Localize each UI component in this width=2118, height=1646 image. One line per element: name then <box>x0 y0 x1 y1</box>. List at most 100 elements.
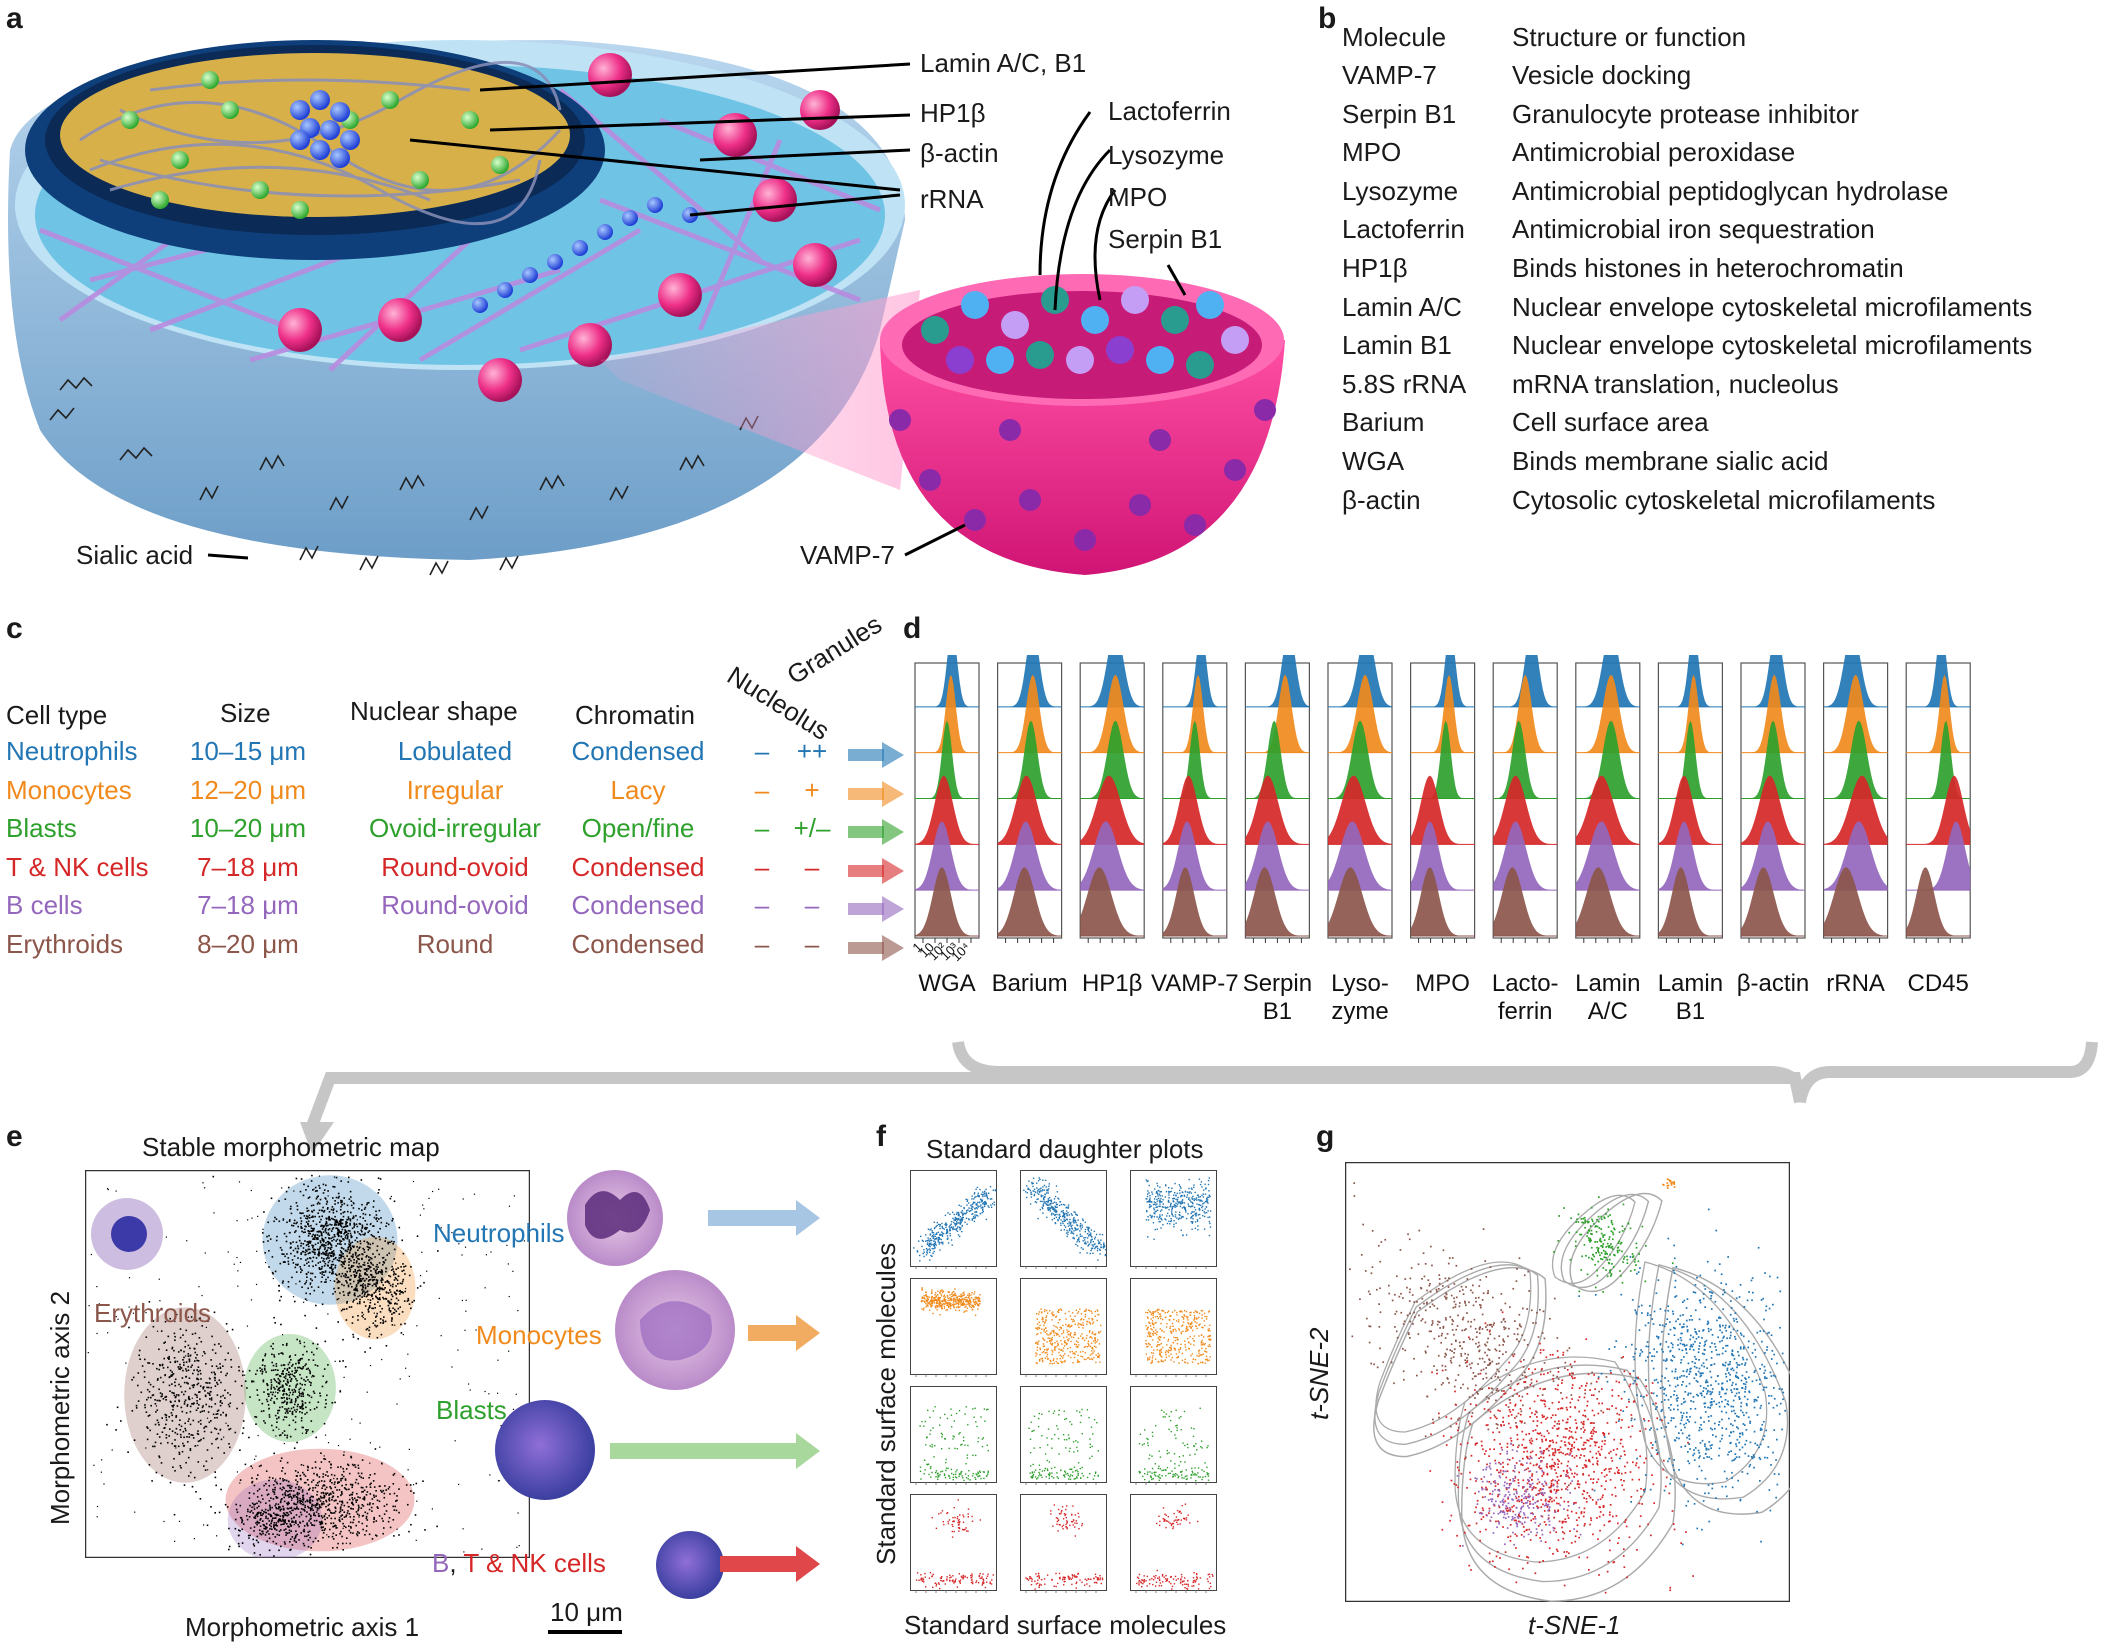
table-molecule: MPO <box>1342 137 1402 168</box>
histogram-5: Lyso-zyme <box>1327 655 1393 1025</box>
histogram-curve <box>997 821 1062 891</box>
histogram-curve <box>1410 720 1475 799</box>
scatter-points <box>87 1174 526 1557</box>
histogram-curve <box>1906 674 1971 753</box>
nuclear-shape: Round-ovoid <box>381 890 529 920</box>
histogram-curve <box>1493 775 1558 845</box>
histogram-curve <box>1658 720 1723 799</box>
connector-arrow <box>300 1040 2098 1154</box>
panel-f-ylabel: Standard surface molecules <box>871 1242 901 1565</box>
label-lysozyme: Lysozyme <box>1108 140 1225 170</box>
histogram-curve <box>1328 720 1392 799</box>
histogram-curve <box>1658 775 1723 845</box>
histogram-curve <box>1906 655 1971 707</box>
nuclear-shape: Lobulated <box>397 736 513 766</box>
chromatin: Open/fine <box>581 813 695 843</box>
tsne-cluster <box>1429 1311 1694 1594</box>
histogram-4: Serpin B1 <box>1243 655 1312 1025</box>
histogram-curve <box>1823 674 1888 753</box>
daughter-plot <box>910 1170 997 1269</box>
histogram-curve <box>1658 674 1723 753</box>
histogram-curve <box>1245 867 1310 936</box>
panel-label-f: f <box>876 1120 886 1153</box>
table-molecule: Lysozyme <box>1342 175 1459 206</box>
marker-label: CD45 <box>1908 970 1969 997</box>
histogram-3: VAMP-7 <box>1151 655 1239 997</box>
histogram-curve <box>915 867 979 936</box>
cell-illustration <box>8 40 1285 576</box>
daughter-plot <box>1020 1494 1107 1593</box>
table-function: Cytosolic cytoskeletal microfilaments <box>1512 484 1936 515</box>
histogram-curve <box>997 867 1062 936</box>
granules: ++ <box>796 736 828 766</box>
panel-g-xlabel: t-SNE-1 <box>1528 1610 1621 1640</box>
chromatin: Condensed <box>571 851 705 882</box>
table-molecule: HP1β <box>1342 253 1408 283</box>
histogram-curve <box>1575 775 1640 845</box>
histogram-curve <box>1741 775 1805 845</box>
histogram-curve <box>1245 655 1310 707</box>
histogram-curve <box>1080 674 1145 753</box>
table-molecule: WGA <box>1342 446 1405 476</box>
cell-type-arrow <box>848 780 904 812</box>
histogram-curve <box>1906 821 1971 891</box>
granules: +/– <box>793 813 831 843</box>
marker-label: Lamin A/C <box>1575 970 1640 1025</box>
histogram-curve <box>1328 867 1392 936</box>
label-neutrophils: Neutrophils <box>433 1218 565 1248</box>
histogram-11: rRNA <box>1822 655 1889 997</box>
table-header-function: Structure or function <box>1512 22 1747 52</box>
cell-type: Blasts <box>6 813 77 843</box>
granules: – <box>804 890 820 920</box>
histogram-curve <box>1906 867 1971 936</box>
marker-label: MPO <box>1415 970 1470 997</box>
histogram-curve <box>1245 674 1310 753</box>
table-molecule: β-actin <box>1342 484 1421 515</box>
cell-type: Neutrophils <box>6 736 138 766</box>
histogram-curve <box>997 720 1062 799</box>
cell-type-arrow <box>848 896 904 927</box>
histogram-curve <box>1328 775 1392 845</box>
histogram-10: β-actin <box>1737 655 1809 997</box>
histogram-curve <box>1080 720 1145 799</box>
histogram-curve <box>997 655 1062 707</box>
table-molecule: Serpin B1 <box>1342 98 1457 129</box>
cell-size: 7–18 μm <box>197 890 299 920</box>
header-cell-type: Cell type <box>6 700 108 730</box>
nucleolus: – <box>754 736 770 766</box>
table-function: Nuclear envelope cytoskeletal microfilam… <box>1512 330 2033 361</box>
histogram-curve <box>1575 821 1640 891</box>
histogram-curve <box>1658 821 1723 891</box>
panel-label-e: e <box>6 1120 23 1153</box>
cell-type: B cells <box>6 890 83 920</box>
label-sialic-acid: Sialic acid <box>76 540 194 570</box>
marker-label: Lacto-ferrin <box>1492 970 1559 1025</box>
panel-e-title: Stable morphometric map <box>142 1132 440 1162</box>
histogram-curve <box>1245 775 1310 845</box>
histogram-curve <box>1162 821 1227 891</box>
panel-f-title: Standard daughter plots <box>926 1134 1204 1164</box>
tsne-cluster <box>1578 1208 1786 1546</box>
tsne-plot <box>1345 1162 1790 1602</box>
histogram-curve <box>1741 674 1805 753</box>
table-function: Antimicrobial iron sequestration <box>1512 214 1875 245</box>
label-vamp7: VAMP-7 <box>800 540 895 570</box>
histogram-curve <box>1080 867 1145 936</box>
scale-bar-label: 10 μm <box>550 1597 623 1627</box>
histogram-curve <box>1162 655 1227 707</box>
histogram-curve <box>1658 655 1723 707</box>
panel-label-a: a <box>6 2 23 35</box>
cell-type: Erythroids <box>6 928 124 959</box>
histogram-6: MPO <box>1410 655 1476 997</box>
histogram-curve <box>1162 674 1227 753</box>
granules: – <box>804 928 820 959</box>
cell-size: 10–15 μm <box>189 736 307 766</box>
cell-type: Monocytes <box>6 774 132 805</box>
daughter-plot <box>1130 1170 1217 1269</box>
tsne-contour <box>1661 1266 1790 1515</box>
cell-size: 12–20 μm <box>189 774 307 805</box>
marker-label: HP1β <box>1082 970 1143 997</box>
chromatin: Condensed <box>571 736 705 766</box>
chromatin: Condensed <box>571 928 705 959</box>
panel-label-c: c <box>6 612 23 645</box>
